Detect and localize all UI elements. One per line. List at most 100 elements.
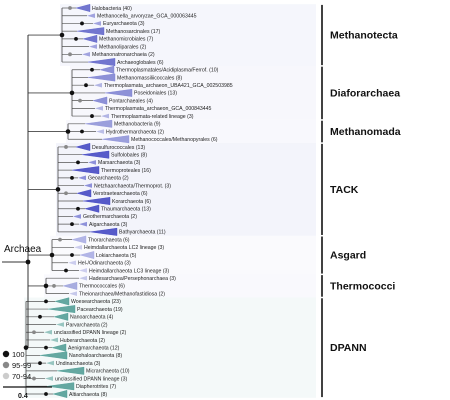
leaf-label: Methanosarcinales (17) (106, 29, 160, 35)
support-node (52, 284, 56, 288)
leaf-label: Methanocella_arvoryzae_GCA_000063445 (97, 14, 197, 20)
collapsed-clade-triangle (99, 65, 115, 74)
support-node (80, 21, 84, 26)
leaf-label: Nanoarchaeota (4) (70, 315, 114, 321)
legend-label-100: 100 (12, 350, 25, 359)
legend: 100 95-99 70-94 (2, 350, 31, 381)
leaf-label: Thermoplasmatales/Acidiplasma/Ferrof. (1… (116, 68, 219, 74)
small-clade-triangle (89, 44, 97, 49)
collapsed-clade-triangle (89, 227, 118, 236)
support-node (64, 191, 68, 196)
small-clade-triangle (68, 260, 76, 266)
leaf-group: Halobacteria (40) Methanocella_arvoryzae_… (39, 4, 233, 398)
support-node (80, 129, 84, 134)
clade-shade (60, 4, 316, 66)
clade-label: TACK (330, 184, 359, 196)
clade-label: Asgard (330, 250, 366, 262)
small-clade-triangle (50, 337, 58, 343)
leaf-label: Undinarchaeota (3) (56, 361, 101, 367)
support-node (68, 6, 72, 10)
clade-label: Methanomada (330, 126, 401, 138)
leaf-label: Methanomassiliicoccales (8) (117, 75, 182, 81)
collapsed-clade-triangle (84, 119, 113, 128)
small-clade-triangle (82, 52, 90, 57)
leaf-label: Poseidoniales (13) (134, 91, 177, 97)
support-node (74, 36, 78, 41)
leaf-label: Thermoplasmata_archaeon_GCA_000843445 (105, 106, 212, 112)
leaf-label: Huberarchaeota (2) (60, 338, 105, 344)
leaf-label: Hydrothermarchaeota (2) (106, 129, 164, 135)
support-node (70, 253, 74, 257)
collapsed-clade-triangle (39, 351, 68, 360)
leaf-label: Verstraetearchaeota (6) (93, 191, 148, 197)
clade-label: DPANN (330, 342, 367, 354)
leaf-label: Micrarchaeota (10) (86, 369, 130, 375)
support-node (32, 330, 36, 335)
leaf-label: Thorarchaeota (6) (88, 237, 130, 243)
collapsed-clade-triangle (71, 235, 87, 244)
collapsed-clade-triangle (76, 189, 92, 198)
collapsed-clade-triangle (87, 73, 116, 82)
leaf-label: Heimdallarchaeota LC3 lineage (3) (89, 268, 169, 274)
clade-support-node (59, 32, 65, 38)
legend-swatch-70-94 (2, 372, 10, 380)
collapsed-clade-triangle (82, 34, 98, 43)
leaf-label: Pacearchaeota (19) (77, 307, 123, 313)
small-clade-triangle (56, 322, 64, 327)
collapsed-clade-triangle (104, 88, 133, 97)
small-clade-triangle (95, 106, 103, 111)
support-node (68, 52, 72, 57)
clade-label: Thermococci (330, 280, 395, 292)
leaf-label: Thermoplasmata-related lineage (3) (111, 114, 194, 120)
legend-label-95-99: 95-99 (12, 361, 31, 370)
support-node (76, 206, 80, 211)
leaf-label: Archaeoglobales (6) (117, 60, 164, 66)
support-nodes (23, 6, 94, 396)
clade-shade (56, 143, 316, 236)
clade-shade (44, 274, 316, 298)
collapsed-clade-triangle (62, 281, 78, 290)
clade-support-node (43, 283, 49, 289)
small-clade-triangle (69, 291, 77, 296)
legend-swatch-95-99 (2, 361, 10, 369)
support-node (78, 98, 82, 103)
leaf-label: Sulfolobales (8) (111, 152, 147, 158)
clade-shade (24, 297, 316, 398)
support-node (70, 175, 74, 180)
support-node (38, 361, 42, 366)
support-node (58, 237, 62, 242)
clade-shade (50, 235, 316, 275)
clade-support-node (49, 252, 55, 258)
leaf-label: Methanobacteria (9) (114, 122, 161, 128)
clade-support-node (23, 345, 29, 350)
leaf-label: Parvarchaeota (2) (66, 322, 108, 328)
clade-support-node (55, 187, 61, 192)
small-clade-triangle (87, 13, 95, 19)
support-node (70, 222, 74, 227)
leaf-label: Thermoplasmata_archaeon_UBA421_GCA_00250… (104, 83, 233, 89)
small-clade-triangle (96, 129, 104, 134)
legend-label-70-94: 70-94 (12, 372, 31, 381)
leaf-label: Pontarchaeales (4) (109, 98, 153, 104)
support-node (44, 345, 48, 350)
leaf-label: Halobacteria (40) (92, 6, 132, 12)
collapsed-clade-triangle (75, 142, 91, 151)
leaf-label: Euryarchaeota (3) (103, 21, 145, 27)
collapsed-clade-triangle (79, 251, 95, 260)
collapsed-clade-triangle (92, 96, 108, 105)
small-clade-triangle (46, 360, 54, 366)
support-node (44, 299, 48, 304)
support-node (90, 67, 94, 72)
leaf-label: Korarchaeota (6) (112, 199, 151, 205)
leaf-label: Methanonatronarchaeia (2) (92, 52, 155, 58)
leaf-label: Altiarchaeota (8) (69, 392, 107, 398)
support-node (90, 114, 94, 118)
scale-bar-label: 0.4 (18, 393, 28, 400)
collapsed-clade-triangle (84, 204, 100, 213)
collapsed-clade-triangle (46, 382, 75, 391)
root-node (25, 259, 31, 265)
leaf-label: Bathyarchaeota (11) (119, 230, 166, 236)
leaf-label: unclassified DPANN lineage (3) (55, 376, 128, 382)
